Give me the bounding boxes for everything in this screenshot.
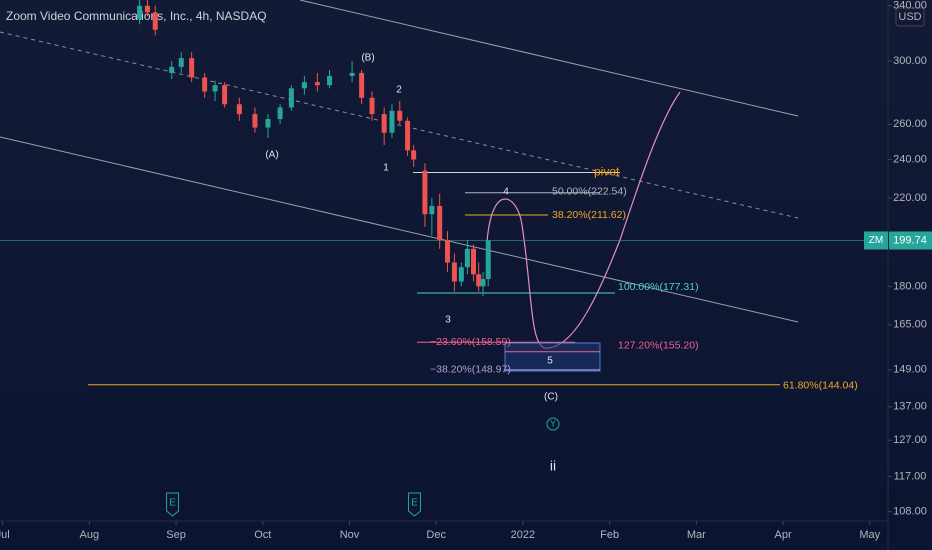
candle-body [189,58,195,78]
y-tick-label: 340.00 [893,0,927,12]
x-tick-label: Jul [0,529,10,541]
candle-body [212,85,218,92]
candle-body [359,72,365,98]
event-label: E [411,498,418,509]
x-tick-label: Feb [600,529,619,541]
candle-body [422,170,428,215]
level-label: −38.20%(148.97) [430,364,511,376]
wave-label: 2 [396,85,402,96]
candle-body [437,205,443,240]
plot: 340.00 300.00 260.00 240.00 220.00 180.00 165.… [0,0,927,541]
candle-body [405,120,411,151]
candle-body [327,75,333,86]
level-label: 100.00%(177.31) [618,281,699,293]
candle-body [288,88,294,108]
x-tick-label: May [859,529,880,541]
candle-body [470,248,476,275]
candle-body [152,12,158,30]
y-tick-label: 127.00 [893,434,927,446]
candle-body [397,110,403,121]
x-tick-label: 2022 [511,529,535,541]
x-tick-label: Mar [687,529,706,541]
y-tick-label: 180.00 [893,280,927,292]
candle-body [178,58,184,67]
price-label: 199.74 [893,234,927,246]
wave-label: Y [550,418,556,428]
candle-body [252,114,258,128]
x-tick-label: Oct [254,529,271,541]
wave-label: (A) [265,150,278,161]
channel-upper [299,0,799,117]
candle-body [277,107,283,120]
chart-title: Zoom Video Communications, Inc., 4h, NAS… [6,9,267,23]
target-box [504,342,601,372]
wave-label: (B) [361,53,374,64]
wave-label: (C) [544,392,558,403]
candle-body [222,85,228,105]
candle-body [202,77,208,92]
y-tick-label: 220.00 [893,192,927,204]
y-tick-label: 117.00 [894,470,927,482]
y-tick-label: 300.00 [893,55,927,67]
level-label: 61.80%(144.04) [783,379,858,391]
candle-body [444,239,450,263]
candle-body [301,82,307,89]
wave-label: 3 [445,315,451,326]
candle-body [137,5,143,19]
candle-body [389,110,395,133]
y-tick-label: 165.00 [893,319,927,331]
y-tick-label: 108.00 [893,506,927,518]
wave-label: ii [550,458,556,474]
candle-body [476,274,482,287]
candle-body [369,97,375,115]
level-label: pivot [594,165,620,179]
candle-body [144,5,150,13]
candle-body [314,82,320,86]
price-tag [889,231,932,250]
event-label: E [169,498,176,509]
candle-body [169,66,175,73]
event-marker [408,492,422,517]
wave-label: 1 [383,163,389,174]
wave-label: 4 [503,187,509,198]
candle-body [349,72,355,76]
candle-body [458,267,464,282]
x-tick-label: Nov [340,529,360,541]
level-label: 127.20%(155.20) [618,340,699,352]
candle-body [236,104,242,115]
candle-body [411,150,417,160]
candle-body [485,240,491,280]
candle-body [429,205,435,215]
candle-body [265,119,271,128]
symbol-label: ZM [869,235,883,246]
y-tick-label: 149.00 [893,364,927,376]
x-tick-label: Apr [775,529,792,541]
x-tick-label: Sep [166,529,186,541]
x-tick-label: Dec [426,529,446,541]
candle-body [464,248,470,268]
event-marker [166,492,180,517]
wave-circle [546,417,560,431]
level-label: 50.00%(222.54) [552,186,627,198]
y-tick-label: 240.00 [893,153,927,165]
x-tick-label: Aug [80,529,100,541]
channel-lower [0,136,799,323]
currency: USD [898,11,921,23]
wave-label: 5 [547,356,553,367]
level-label: 38.20%(211.62) [552,209,626,221]
level-label: −23.60%(158.59) [430,336,511,348]
candle-body [451,262,457,282]
currency-box [895,7,925,27]
y-tick-label: 260.00 [893,118,927,130]
candle-body [381,114,387,133]
symbol-tag [864,231,888,250]
candle-body [480,279,486,287]
y-tick-label: 137.00 [893,401,927,413]
channel-mid [0,31,799,219]
